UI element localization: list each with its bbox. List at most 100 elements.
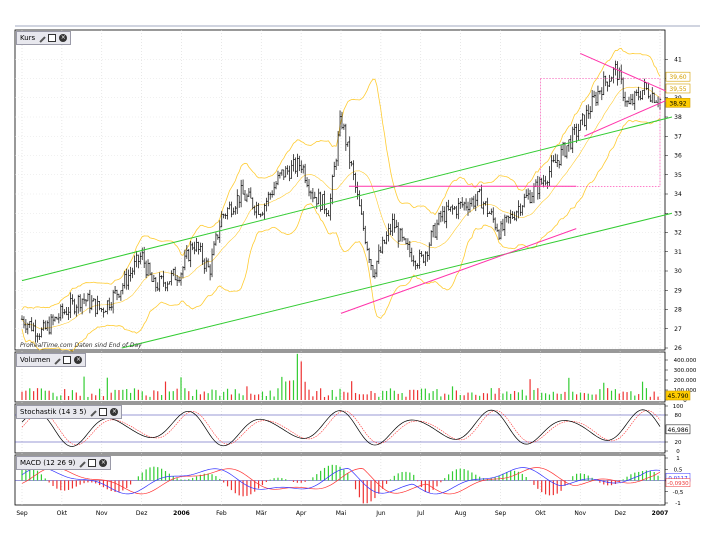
macd-histogram-bar	[405, 472, 406, 481]
macd-histogram-bar	[56, 481, 57, 489]
volume-bar	[231, 394, 232, 400]
volume-bar	[638, 394, 639, 400]
macd-histogram-bar	[138, 476, 139, 480]
wrench-icon[interactable]	[89, 408, 97, 416]
volume-bar	[526, 396, 527, 400]
price-panel-label[interactable]: Kurs ×	[16, 31, 71, 45]
volume-bar	[285, 381, 286, 400]
volume-bar	[270, 391, 271, 400]
stoch-tick-label: 100	[673, 404, 684, 410]
macd-histogram-bar	[161, 469, 162, 481]
volume-bar	[464, 395, 465, 400]
volume-bar	[370, 391, 371, 400]
window-icon[interactable]	[88, 459, 96, 467]
volume-bar	[518, 392, 519, 400]
macd-histogram-bar	[460, 469, 461, 481]
volume-bar	[545, 393, 546, 400]
macd-histogram-bar	[285, 479, 286, 480]
volume-bar	[572, 392, 573, 400]
volume-bar	[25, 391, 26, 400]
macd-histogram-bar	[227, 481, 228, 487]
macd-histogram-bar	[541, 481, 542, 493]
volume-bar	[21, 392, 22, 400]
macd-histogram-bar	[215, 476, 216, 480]
macd-histogram-bar	[301, 481, 302, 483]
macd-tick-label: 0,5	[674, 467, 683, 473]
wrench-icon[interactable]	[78, 459, 86, 467]
volume-bar	[122, 390, 123, 400]
macd-histogram-bar	[355, 481, 356, 490]
macd-histogram-bar	[413, 475, 414, 481]
macd-histogram-bar	[211, 474, 212, 480]
price-tag-label: 38,92	[669, 100, 686, 107]
volume-bar	[456, 390, 457, 400]
volume-bar	[173, 391, 174, 400]
macd-histogram-bar	[370, 481, 371, 502]
x-tick-label: Feb	[216, 510, 227, 517]
price-tick-label: 32	[674, 230, 682, 237]
price-tick-label: 28	[674, 307, 682, 314]
volume-bar	[246, 386, 247, 400]
macd-histogram-bar	[545, 481, 546, 495]
volume-bar	[165, 382, 166, 400]
volume-bar	[80, 396, 81, 400]
macd-histogram-bar	[347, 473, 348, 481]
volume-bar	[146, 395, 147, 400]
close-icon[interactable]: ×	[59, 34, 67, 42]
volume-bar	[118, 390, 119, 400]
macd-histogram-bar	[588, 476, 589, 481]
window-icon[interactable]	[63, 356, 71, 364]
volume-bar	[83, 377, 84, 400]
volume-bar	[557, 394, 558, 400]
macd-histogram-bar	[76, 481, 77, 487]
volume-bar	[235, 389, 236, 400]
volume-bar	[134, 388, 135, 400]
macd-histogram-bar	[634, 473, 635, 481]
volume-bar	[219, 396, 220, 400]
macd-histogram-bar	[72, 481, 73, 489]
volume-bar	[401, 393, 402, 400]
volume-panel-label[interactable]: Volumen ×	[16, 353, 86, 367]
volume-bar	[541, 393, 542, 400]
price-tag-label: 39,60	[669, 74, 686, 81]
macd-histogram-bar	[510, 471, 511, 480]
volume-bar	[250, 394, 251, 400]
window-icon[interactable]	[48, 34, 56, 42]
volume-bar	[533, 390, 534, 400]
volume-bar	[277, 388, 278, 400]
volume-bar	[289, 381, 290, 400]
volume-bar	[177, 389, 178, 400]
volume-bar	[142, 391, 143, 400]
macd-histogram-bar	[192, 478, 193, 481]
close-icon[interactable]: ×	[110, 408, 118, 416]
volume-bar	[382, 391, 383, 400]
window-icon[interactable]	[99, 408, 107, 416]
volume-bar	[324, 397, 325, 400]
volume-bar	[64, 389, 65, 400]
x-tick-label: Dez	[614, 510, 625, 517]
macd-histogram-bar	[273, 478, 274, 480]
price-tick-label: 41	[674, 56, 682, 63]
macd-histogram-bar	[83, 481, 84, 484]
volume-bar	[169, 391, 170, 400]
volume-bar	[301, 361, 302, 400]
macd-panel-label[interactable]: MACD (12 26 9) ×	[16, 456, 111, 470]
volume-bar	[537, 388, 538, 400]
wrench-icon[interactable]	[37, 34, 45, 42]
wrench-icon[interactable]	[53, 356, 61, 364]
price-tick-label: 29	[674, 287, 682, 294]
stoch-tick-label: 0	[676, 449, 680, 455]
volume-bar	[510, 394, 511, 400]
price-tag-label: 39,55	[669, 86, 686, 93]
volume-bar	[405, 397, 406, 400]
volume-bar	[374, 393, 375, 400]
volume-bar	[41, 388, 42, 400]
close-icon[interactable]: ×	[74, 356, 82, 364]
macd-histogram-bar	[52, 481, 53, 487]
macd-histogram-bar	[266, 481, 267, 483]
stochastic-panel-label[interactable]: Stochastik (14 3 5) ×	[16, 405, 122, 419]
close-icon[interactable]: ×	[99, 459, 107, 467]
volume-bar	[386, 391, 387, 400]
volume-bar	[561, 394, 562, 400]
